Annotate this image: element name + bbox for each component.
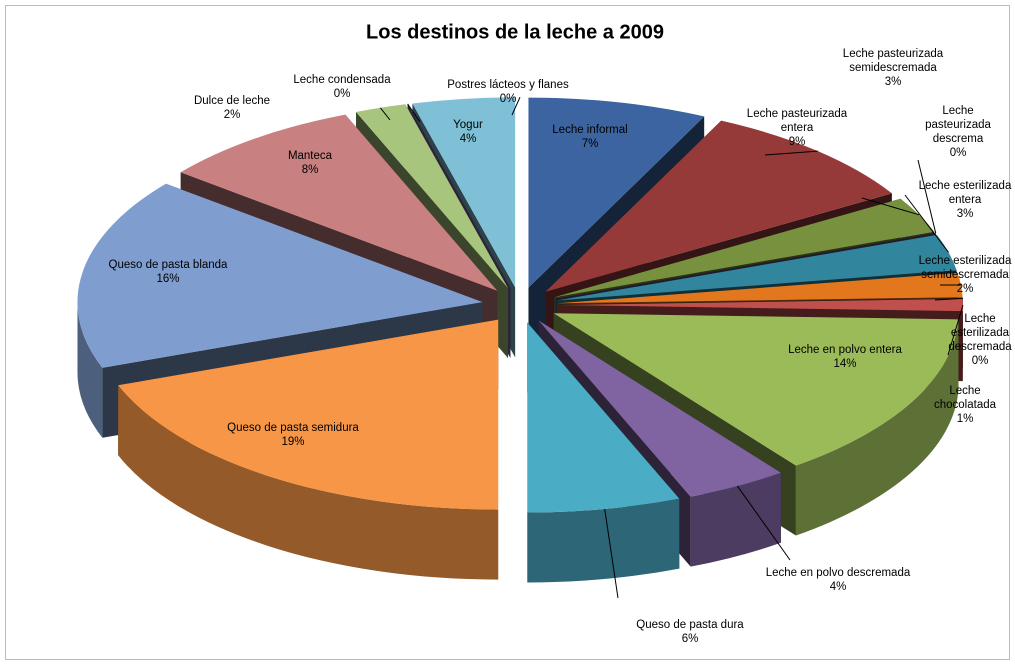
leader-line xyxy=(604,508,619,599)
value-label: 6% xyxy=(681,633,699,645)
slice-top xyxy=(118,319,499,510)
category-label: Postres lácteos y flanes xyxy=(447,79,569,91)
leader-line xyxy=(764,150,818,156)
slice-label: Leche informal 7% xyxy=(535,123,645,151)
slice-label: Dulce de leche 2% xyxy=(177,94,287,122)
slice-side xyxy=(795,319,959,536)
slice-top xyxy=(412,97,516,288)
slice-label: Yogur 4% xyxy=(438,118,498,146)
value-label: 9% xyxy=(788,136,806,148)
category-label: Queso de pasta blanda xyxy=(108,259,228,271)
slice-label: Leche chocolatada 1% xyxy=(925,384,1005,426)
category-label: Leche informal xyxy=(552,124,628,136)
slice-top xyxy=(407,103,511,288)
category-label: Leche esterilizada semidescremada xyxy=(918,255,1012,281)
value-label: 8% xyxy=(301,164,319,176)
leader-line xyxy=(511,96,521,116)
value-label: 2% xyxy=(956,283,974,295)
slice-top xyxy=(557,272,963,304)
slice xyxy=(118,319,499,580)
category-label: Leche condensada xyxy=(293,74,391,86)
leader-line xyxy=(407,103,421,123)
value-label: 0% xyxy=(971,355,989,367)
slice-top xyxy=(356,104,509,289)
slice-side xyxy=(118,385,499,580)
value-label: 0% xyxy=(499,93,517,105)
value-label: 0% xyxy=(949,147,967,159)
value-label: 19% xyxy=(281,436,305,448)
value-label: 14% xyxy=(833,358,857,370)
slice-label: Queso de pasta dura 6% xyxy=(615,618,765,646)
category-label: Leche esterilizada entera xyxy=(918,180,1012,206)
category-label: Leche chocolatada xyxy=(933,385,997,411)
value-label: 2% xyxy=(223,109,241,121)
value-label: 16% xyxy=(156,273,180,285)
leader-line xyxy=(934,297,963,301)
leader-line xyxy=(736,485,791,561)
leader-line xyxy=(380,107,391,121)
value-label: 4% xyxy=(829,581,847,593)
slice-top xyxy=(554,198,935,298)
value-label: 3% xyxy=(956,208,974,220)
slice-top xyxy=(556,234,957,301)
slice-label: Leche pasteurizada descrema 0% xyxy=(913,104,1003,160)
category-label: Leche en polvo descremada xyxy=(765,567,911,579)
category-label: Queso de pasta semidura xyxy=(227,422,359,434)
chart-title: Los destinos de la leche a 2009 xyxy=(366,21,664,43)
leader-line xyxy=(947,304,964,356)
category-label: Leche pasteurizada semidescremada xyxy=(842,48,944,74)
slice-top xyxy=(527,322,680,513)
leader-line xyxy=(917,159,937,234)
category-label: Yogur xyxy=(453,119,483,131)
category-label: Leche en polvo entera xyxy=(788,344,902,356)
slice-top xyxy=(528,97,705,288)
value-label: 7% xyxy=(581,138,599,150)
slice-side xyxy=(527,498,680,583)
leader-line xyxy=(861,197,920,216)
value-label: 3% xyxy=(884,76,902,88)
category-label: Dulce de leche xyxy=(193,95,271,107)
slice-label: Leche esterilizada descremada 0% xyxy=(940,312,1015,368)
slice-label: Postres lácteos y flanes 0% xyxy=(428,78,588,106)
slice-top xyxy=(558,298,963,312)
slice-top xyxy=(538,320,781,497)
category-label: Leche pasteurizada descrema xyxy=(925,105,991,145)
leader-line xyxy=(904,194,949,253)
slice-label: Leche pasteurizada entera 9% xyxy=(737,107,857,149)
slice-top xyxy=(545,120,892,292)
slice-top xyxy=(77,183,483,368)
slice-side xyxy=(77,302,103,438)
slice-label: Leche pasteurizada semidescremada 3% xyxy=(833,47,953,89)
slice-side xyxy=(690,472,781,567)
slice-label: Leche condensada 0% xyxy=(277,73,407,101)
slice-top xyxy=(553,313,959,466)
slice-top xyxy=(180,114,498,291)
value-label: 1% xyxy=(956,413,974,425)
value-label: 0% xyxy=(333,88,351,100)
slice-label: Queso de pasta semidura 19% xyxy=(208,421,378,449)
slice xyxy=(527,322,680,583)
slice-label: Manteca 8% xyxy=(270,149,350,177)
slice-label: Leche esterilizada entera 3% xyxy=(915,179,1015,221)
slice-label: Leche en polvo descremada 4% xyxy=(738,566,938,594)
category-label: Queso de pasta dura xyxy=(636,619,744,631)
category-label: Leche pasteurizada entera xyxy=(746,108,848,134)
slice-label: Leche en polvo entera 14% xyxy=(770,343,920,371)
slice-label: Leche esterilizada semidescremada 2% xyxy=(915,254,1015,296)
slice-label: Queso de pasta blanda 16% xyxy=(93,258,243,286)
category-label: Manteca xyxy=(287,150,333,162)
category-label: Leche esterilizada descremada xyxy=(948,313,1012,353)
value-label: 4% xyxy=(459,133,477,145)
